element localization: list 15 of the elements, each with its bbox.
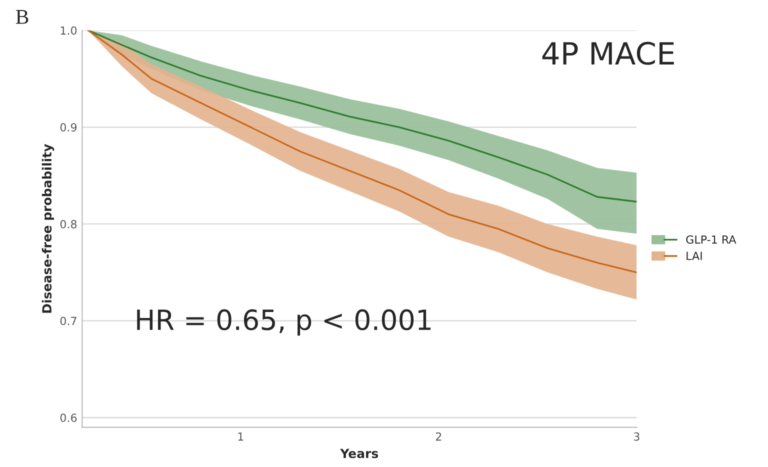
legend-label: LAI <box>686 252 702 260</box>
y-tick-label: 0.7 <box>60 316 76 326</box>
y-tick-label: 0.8 <box>60 220 77 228</box>
y-axis-title: Disease-free probability <box>42 144 54 313</box>
x-tick-label: 2 <box>436 432 442 441</box>
annotation: 4P MACE <box>542 42 674 65</box>
x-tick-label: 1 <box>238 432 244 441</box>
x-tick-label: 3 <box>634 432 640 441</box>
legend-label: GLP-1 RA <box>686 235 736 244</box>
y-tick-label: 1.0 <box>60 26 77 35</box>
y-tick-label: 0.6 <box>60 414 77 422</box>
x-axis-title: Years <box>340 448 378 458</box>
text: B <box>16 10 28 24</box>
annotation: HR = 0.65, p < 0.001 <box>137 309 431 336</box>
y-tick-label: 0.9 <box>60 123 77 132</box>
